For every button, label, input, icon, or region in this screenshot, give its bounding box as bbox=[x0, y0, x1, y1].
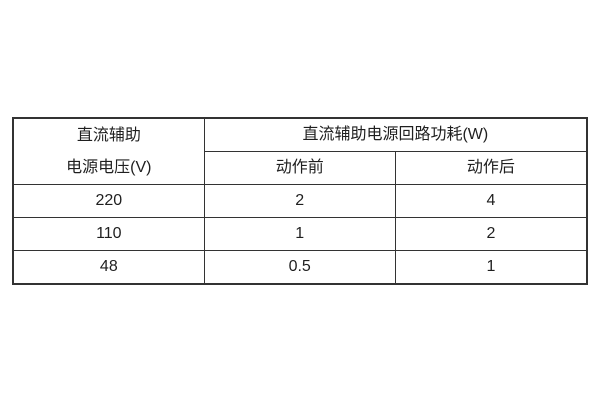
voltage-header-line1: 直流辅助 bbox=[76, 126, 141, 144]
cell-voltage: 48 bbox=[12, 250, 205, 285]
table-row: 110 1 2 bbox=[12, 217, 588, 251]
cell-voltage: 220 bbox=[12, 184, 205, 218]
header-row-2: 动作前 动作后 bbox=[13, 151, 588, 185]
header-row-1: 直流辅助 电源电压(V) 直流辅助电源回路功耗(W) bbox=[12, 117, 588, 185]
power-consumption-spec-table: 直流辅助 电源电压(V) 直流辅助电源回路功耗(W) 动作前 动作后 220 2… bbox=[12, 117, 588, 285]
subheader-after-action: 动作后 bbox=[394, 151, 588, 185]
cell-voltage: 110 bbox=[12, 217, 205, 251]
cell-after: 2 bbox=[394, 217, 588, 251]
cell-before: 1 bbox=[203, 217, 396, 251]
table-row: 220 2 4 bbox=[12, 184, 588, 218]
cell-before: 2 bbox=[203, 184, 396, 218]
header-cell-power-consumption: 直流辅助电源回路功耗(W) bbox=[203, 117, 588, 152]
table-row: 48 0.5 1 bbox=[12, 250, 588, 285]
voltage-header-line2: 电源电压(V) bbox=[66, 158, 152, 176]
header-cell-voltage: 直流辅助 电源电压(V) bbox=[12, 117, 205, 185]
cell-before: 0.5 bbox=[203, 250, 396, 285]
cell-after: 1 bbox=[394, 250, 588, 285]
cell-after: 4 bbox=[394, 184, 588, 218]
subheader-before-action: 动作前 bbox=[203, 151, 396, 185]
